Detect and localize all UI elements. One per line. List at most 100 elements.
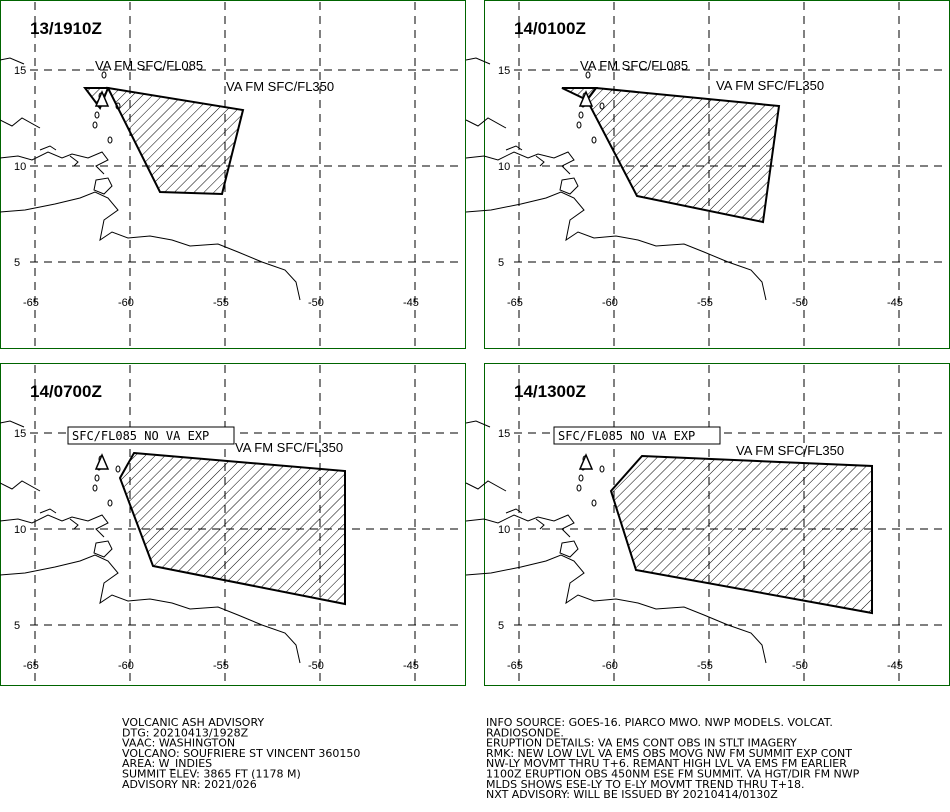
ash-area xyxy=(106,86,245,196)
longitude-label: -45 xyxy=(403,660,419,672)
coastline xyxy=(0,554,301,664)
coastline xyxy=(0,480,41,492)
longitude-label: -50 xyxy=(308,297,324,309)
island xyxy=(578,111,584,119)
coastline xyxy=(559,177,579,195)
longitude-label: -45 xyxy=(403,297,419,309)
island xyxy=(578,474,584,482)
island xyxy=(599,465,605,473)
longitude-label: -60 xyxy=(602,297,618,309)
coastline xyxy=(465,420,491,428)
coastline xyxy=(93,177,113,195)
coastline xyxy=(465,117,507,129)
map-panel: 15 10 5 -65 -60 -55 -50 -45 13/1910Z VA FM SFC/FL… xyxy=(0,0,466,349)
coastline xyxy=(465,151,575,175)
coastline xyxy=(535,518,545,530)
ash-area xyxy=(585,86,781,224)
ash-label: VA FM SFC/FL085 xyxy=(580,58,688,73)
advisory-line: SUMMIT ELEV: 3865 FT (1178 M) xyxy=(122,768,301,781)
latitude-label: 10 xyxy=(498,161,510,173)
island xyxy=(92,121,98,129)
latitude-label: 10 xyxy=(14,161,26,173)
advisory-line: RMK: NEW LOW LVL VA EMS OBS MOVG NW FM S… xyxy=(486,747,852,760)
map-panel: 15 10 5 -65 -60 -55 -50 -45 14/1300Z SFC/FL085 NO… xyxy=(465,363,950,686)
coastline xyxy=(465,480,507,492)
advisory-line: VAAC: WASHINGTON xyxy=(122,737,235,750)
island xyxy=(591,499,597,507)
longitude-label: -65 xyxy=(23,297,39,309)
island xyxy=(115,465,121,473)
coastline xyxy=(69,518,79,530)
label-box xyxy=(67,426,235,445)
longitude-label: -50 xyxy=(308,660,324,672)
longitude-label: -60 xyxy=(602,660,618,672)
advisory-line: ERUPTION DETAILS: VA EMS CONT OBS IN STL… xyxy=(486,737,797,750)
advisory-line: VOLCANO: SOUFRIERE ST VINCENT 360150 xyxy=(122,747,360,760)
longitude-label: -50 xyxy=(792,297,808,309)
valid-time: 14/0100Z xyxy=(514,19,586,38)
latitude-label: 5 xyxy=(14,257,20,269)
map-panel: 15 10 5 -65 -60 -55 -50 -45 14/0700Z SFC/FL085 NO… xyxy=(0,363,466,686)
coastline xyxy=(0,420,25,428)
panel-frame xyxy=(0,0,466,349)
island xyxy=(585,71,591,79)
island xyxy=(591,136,597,144)
coastline xyxy=(465,57,491,65)
island xyxy=(576,484,582,492)
coastline xyxy=(0,57,25,65)
coastline xyxy=(505,508,523,514)
coastline xyxy=(39,145,57,151)
island xyxy=(92,484,98,492)
ash-label: SFC/FL085 NO VA EXP xyxy=(558,429,695,443)
latitude-label: 15 xyxy=(14,428,26,440)
advisory-line: AREA: W_INDIES xyxy=(122,757,212,770)
longitude-label: -60 xyxy=(118,297,134,309)
coastline xyxy=(559,540,579,558)
latitude-label: 15 xyxy=(498,65,510,77)
island xyxy=(101,71,107,79)
island xyxy=(576,121,582,129)
latitude-label: 5 xyxy=(498,257,504,269)
volcano-symbol xyxy=(578,453,594,470)
latitude-label: 15 xyxy=(498,428,510,440)
longitude-label: -65 xyxy=(507,660,523,672)
coastline xyxy=(465,554,767,664)
island xyxy=(107,136,113,144)
advisory-line: INFO SOURCE: GOES-16. PIARCO MWO. NWP MO… xyxy=(486,716,833,729)
advisory-line: 1100Z ERUPTION OBS 450NM ESE FM SUMMIT. … xyxy=(486,768,860,781)
map-panel: 15 10 5 -65 -60 -55 -50 -45 14/0100Z VA FM SFC/FL… xyxy=(465,0,950,349)
coastline xyxy=(69,155,79,167)
volcano-symbol xyxy=(94,90,110,107)
coastline xyxy=(535,155,545,167)
advisory-line: ADVISORY NR: 2021/026 xyxy=(122,778,257,791)
island xyxy=(107,499,113,507)
island xyxy=(94,474,100,482)
longitude-label: -55 xyxy=(697,660,713,672)
coastline xyxy=(39,508,57,514)
ash-label: VA FM SFC/FL350 xyxy=(716,78,824,93)
longitude-label: -50 xyxy=(792,660,808,672)
valid-time: 13/1910Z xyxy=(30,19,102,38)
map-body xyxy=(465,420,767,664)
coastline xyxy=(93,540,113,558)
advisory-line: RADIOSONDE. xyxy=(486,726,564,739)
longitude-label: -65 xyxy=(507,297,523,309)
advisory-line: NW-LY MOVMT THRU T+6. REMANT HIGH LVL VA… xyxy=(486,757,847,770)
panel-frame xyxy=(0,363,466,686)
advisory-line: VOLCANIC ASH ADVISORY xyxy=(122,716,264,729)
island xyxy=(94,111,100,119)
latitude-label: 10 xyxy=(498,524,510,536)
ash-area xyxy=(609,454,873,615)
coastline xyxy=(0,514,109,538)
advisory-line: MLDS SHOWS ESE-LY TO E-LY MOVMT TREND TH… xyxy=(486,778,805,791)
volcano-symbol xyxy=(578,90,594,107)
label-box xyxy=(553,426,721,445)
ash-label: VA FM SFC/FL085 xyxy=(95,58,203,73)
longitude-label: -55 xyxy=(213,660,229,672)
coastline xyxy=(465,191,767,301)
ash-label: VA FM SFC/FL350 xyxy=(736,443,844,458)
coastline xyxy=(505,145,523,151)
latitude-label: 10 xyxy=(14,524,26,536)
longitude-label: -45 xyxy=(887,297,903,309)
